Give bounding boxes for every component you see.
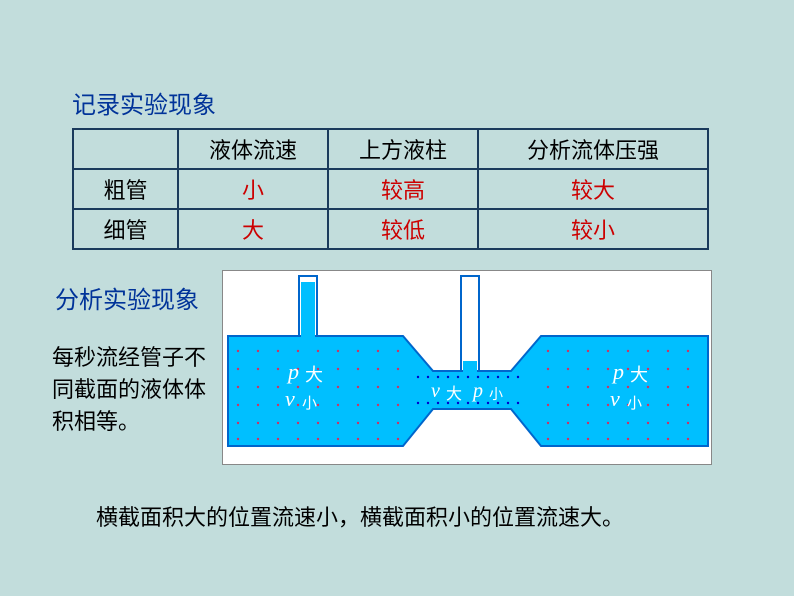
cell-value: 较小 [478, 209, 708, 249]
conclusion-text: 横截面积大的位置流速小，横截面积小的位置流速大。 [96, 500, 624, 532]
table-row: 粗管 小 较高 较大 [73, 169, 708, 209]
explanation-text: 每秒流经管子不同截面的液体体积相等。 [52, 342, 212, 438]
table-row: 细管 大 较低 较小 [73, 209, 708, 249]
label-p-center: p [471, 380, 483, 402]
venturi-diagram: p 大 v 小 v 大 p 小 p 大 v 小 [222, 270, 712, 465]
label-small-left: 小 [302, 395, 317, 412]
label-v-center: v [431, 380, 440, 402]
label-v-right: v [610, 386, 620, 411]
cell-value: 较大 [478, 169, 708, 209]
header-column-height: 上方液柱 [328, 129, 478, 169]
header-blank [73, 129, 178, 169]
cell-value: 较高 [328, 169, 478, 209]
cell-value: 小 [178, 169, 328, 209]
analysis-heading: 分析实验现象 [55, 280, 199, 315]
cell-value: 大 [178, 209, 328, 249]
label-small-right: 小 [627, 395, 642, 412]
experiment-table: 液体流速 上方液柱 分析流体压强 粗管 小 较高 较大 细管 大 较低 较小 [72, 128, 709, 250]
label-v-left: v [285, 386, 295, 411]
row-label-thick: 粗管 [73, 169, 178, 209]
header-pressure: 分析流体压强 [478, 129, 708, 169]
label-big-left: 大 [305, 365, 323, 385]
header-flow-speed: 液体流速 [178, 129, 328, 169]
label-p-left: p [286, 359, 299, 384]
label-big-right: 大 [630, 365, 648, 385]
row-label-thin: 细管 [73, 209, 178, 249]
label-small-center: 小 [489, 387, 503, 403]
label-big-center: 大 [446, 385, 462, 403]
record-heading: 记录实验现象 [72, 85, 216, 120]
table-header-row: 液体流速 上方液柱 分析流体压强 [73, 129, 708, 169]
label-p-right: p [611, 359, 624, 384]
cell-value: 较低 [328, 209, 478, 249]
